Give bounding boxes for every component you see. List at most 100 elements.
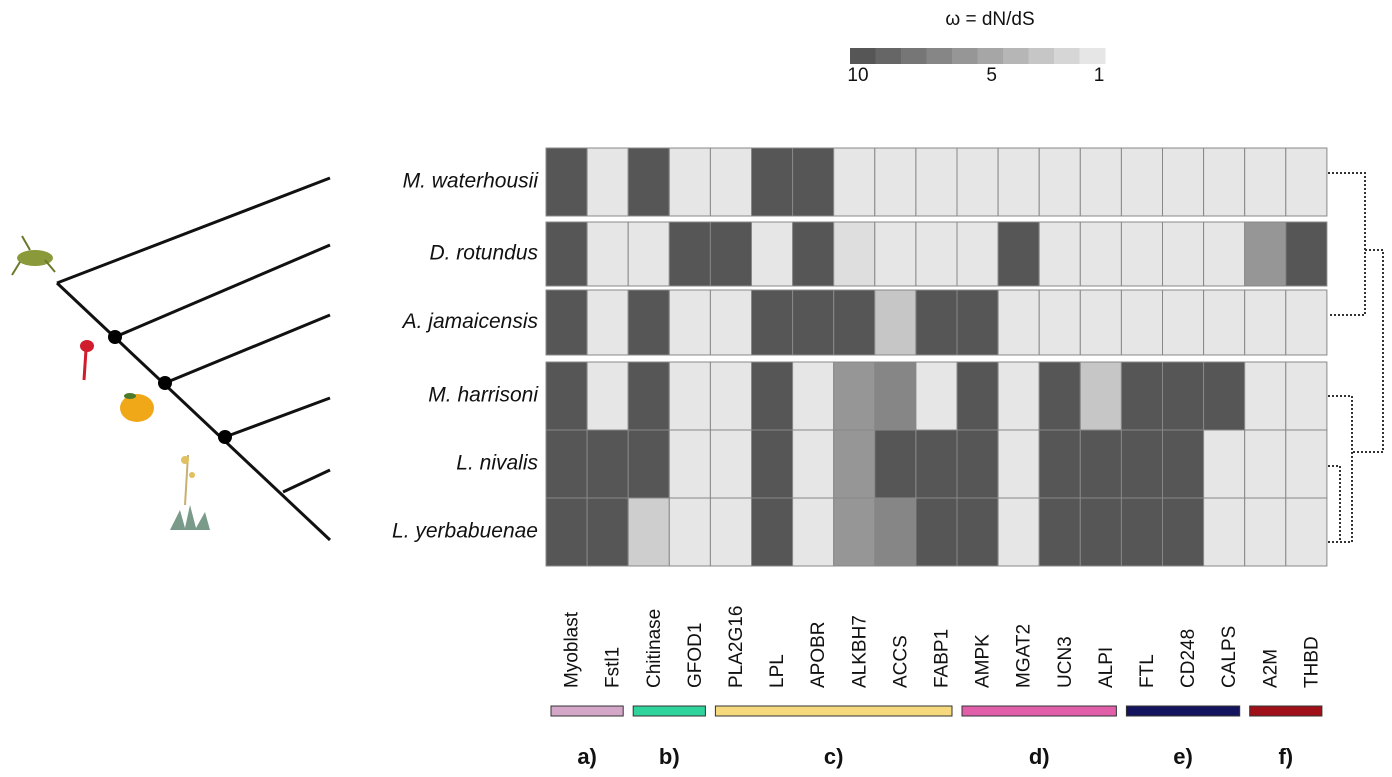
heatmap-cell (545, 289, 588, 356)
heatmap-cell (792, 429, 835, 499)
column-label: UCN3 (1055, 636, 1076, 688)
heatmap-cell (751, 221, 794, 287)
heatmap-cell (751, 429, 794, 499)
group-bar (1125, 705, 1241, 717)
heatmap-cell (668, 147, 711, 217)
row-label: M. waterhousii (403, 170, 540, 193)
heatmap-cell (1162, 429, 1205, 499)
heatmap-cell (1244, 361, 1287, 431)
heatmap-cell (1162, 289, 1205, 356)
heatmap-cell (1038, 361, 1081, 431)
heatmap-cell (833, 147, 876, 217)
heatmap-cell (586, 221, 629, 287)
colorbar-swatch (901, 48, 927, 64)
heatmap-cell (668, 361, 711, 431)
heatmap-cell (1203, 361, 1246, 431)
heatmap-cell (833, 429, 876, 499)
heatmap-cell (1079, 361, 1122, 431)
heatmap-cell (1285, 497, 1328, 567)
heatmap-cell (1244, 289, 1287, 356)
colorbar-swatch (1028, 48, 1055, 64)
colorbar-label: ω = dN/dS (945, 9, 1034, 30)
heatmap-cell (956, 497, 999, 567)
colorbar-swatch (1079, 48, 1106, 64)
column-label: GFOD1 (685, 623, 706, 688)
column-label: CALPS (1219, 626, 1240, 688)
heatmap-cell (1203, 289, 1246, 356)
heatmap-cell (997, 147, 1040, 217)
heatmap-cell (545, 221, 588, 287)
row-label: A. jamaicensis (401, 310, 539, 333)
heatmap-cell (1120, 289, 1164, 356)
heatmap-cell (1203, 221, 1246, 287)
heatmap-cell (709, 497, 753, 567)
heatmap-cell (956, 429, 999, 499)
group-label: e) (1173, 744, 1193, 769)
row-label: M. harrisoni (428, 384, 539, 407)
group-bar (632, 705, 706, 717)
heatmap-cell (956, 361, 999, 431)
heatmap-cell (709, 147, 753, 217)
heatmap-cell (627, 289, 670, 356)
heatmap-cell (874, 147, 917, 217)
heatmap-cell (1285, 361, 1328, 431)
heatmap-cell (586, 289, 629, 356)
heatmap-cell (1120, 361, 1164, 431)
group-bar (961, 705, 1117, 717)
heatmap-cell (1203, 147, 1246, 217)
heatmap-cell (833, 497, 876, 567)
heatmap-cell (997, 497, 1040, 567)
colorbar-tick-label: 1 (1094, 65, 1105, 86)
heatmap-cell (668, 221, 711, 287)
column-label: AMPK (973, 634, 994, 688)
heatmap-cell (874, 289, 917, 356)
heatmap-cell (545, 361, 588, 431)
column-label: CD248 (1178, 629, 1199, 688)
heatmap-cell (627, 429, 670, 499)
heatmap-cell (997, 221, 1040, 287)
heatmap-cell (997, 361, 1040, 431)
heatmap-cell (1285, 429, 1328, 499)
icons (11, 235, 210, 530)
heatmap-cell (1244, 147, 1287, 217)
heatmap-cell (997, 429, 1040, 499)
heatmap-cell (1285, 221, 1328, 287)
heatmap-cell (1244, 429, 1287, 499)
group-label: c) (824, 744, 844, 769)
heatmap-cell (874, 221, 917, 287)
colorbar-swatch (875, 48, 902, 64)
group-bar (1249, 705, 1323, 717)
heatmap-cell (1038, 221, 1081, 287)
heatmap-cell (997, 289, 1040, 356)
group-label: b) (659, 744, 680, 769)
row-label: L. yerbabuenae (392, 520, 538, 543)
heatmap-cell (1038, 147, 1081, 217)
column-label: Chitinase (644, 609, 665, 688)
heatmap-cell (874, 429, 917, 499)
heatmap-cell (1162, 497, 1205, 567)
heatmap-cell (751, 497, 794, 567)
heatmap-cell (874, 497, 917, 567)
heatmap-cell (586, 429, 629, 499)
column-label: FTL (1137, 654, 1158, 688)
heatmap-cell (874, 361, 917, 431)
heatmap-cell (1162, 221, 1205, 287)
column-label: FABP1 (931, 629, 952, 688)
colorbar-swatch (850, 48, 876, 64)
heatmap-cell (792, 361, 835, 431)
heatmap-cell (627, 147, 670, 217)
heatmap-cell (1038, 429, 1081, 499)
heatmap-cell (545, 147, 588, 217)
column-label: A2M (1260, 649, 1281, 688)
heatmap-cell (792, 289, 835, 356)
heatmap-cell (1120, 497, 1164, 567)
heatmap-cell (792, 497, 835, 567)
heatmap-cell (668, 497, 711, 567)
column-label: ALKBH7 (849, 615, 870, 688)
column-label: Fstl1 (603, 647, 624, 688)
group-label: d) (1029, 744, 1050, 769)
colorbar-swatch (1054, 48, 1080, 64)
heatmap-cell (915, 221, 958, 287)
heatmap-cell (586, 147, 629, 217)
